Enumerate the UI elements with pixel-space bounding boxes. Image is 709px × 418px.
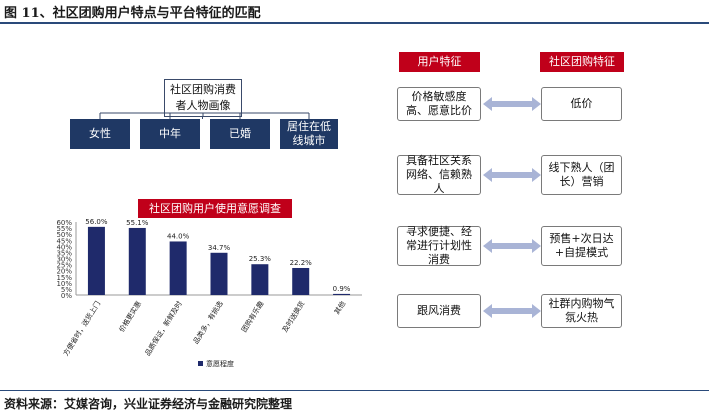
y-tick-label: 0% [61,292,72,300]
bar [251,264,269,295]
bar [128,227,146,295]
double-arrow-icon [483,97,541,111]
legend-label: 意愿程度 [206,359,234,368]
tree-stem [202,117,203,119]
top-rule [0,22,709,24]
bar [292,267,310,295]
y-tick-label: 60% [56,219,72,227]
persona-leaf-middle-aged: 中年 [140,119,200,149]
bottom-rule [0,390,709,391]
bar [210,252,228,295]
double-arrow-icon [483,239,541,253]
data-label: 22.2% [290,259,313,267]
y-tick-label: 10% [56,280,72,288]
bar [333,293,351,295]
bar [169,241,187,295]
y-tick-label: 50% [56,231,72,239]
platform-features-header: 社区团购特征 [540,52,624,72]
y-tick-label: 20% [56,268,72,276]
y-tick-label: 40% [56,243,72,251]
y-tick-label: 15% [56,274,72,282]
data-label: 55.1% [126,219,149,227]
user-feature-herd: 跟风消费 [397,294,481,328]
data-label: 56.0% [85,218,108,226]
category-label: 品类多，有挑选 [191,299,225,345]
platform-feature-price: 低价 [541,87,622,121]
data-label: 0.9% [333,285,351,293]
category-label: 及时送换货 [280,299,306,333]
data-label: 25.3% [249,255,272,263]
survey-banner: 社区团购用户使用意愿调查 [138,199,292,218]
platform-feature-leader: 线下熟人（团长）营销 [541,155,622,195]
y-tick-label: 55% [56,225,72,233]
y-tick-label: 25% [56,262,72,270]
category-label: 价格更实惠 [117,299,143,333]
persona-leaf-female: 女性 [70,119,130,149]
platform-feature-community: 社群内购物气氛火热 [541,294,622,328]
source-note: 资料来源：艾媒咨询，兴业证券经济与金融研究院整理 [4,397,293,411]
persona-root-box: 社区团购消费者人物画像 [164,79,242,117]
persona-leaf-married: 已婚 [210,119,270,149]
y-tick-label: 5% [61,286,72,294]
data-label: 34.7% [208,244,231,252]
bar [87,226,105,295]
category-label: 方便省时，送货上门 [61,299,102,357]
user-feature-convenience: 寻求便捷、经常进行计划性消费 [397,225,481,266]
user-feature-network: 具备社区关系网络、信赖熟人 [397,154,481,195]
legend-swatch [198,361,203,366]
category-label: 团购有乐趣 [239,299,265,333]
figure-title: 图 11、社区团购用户特点与平台特征的匹配 [4,6,261,21]
y-tick-label: 35% [56,249,72,257]
double-arrow-icon [483,304,541,318]
category-label: 品质保证，新鲜及时 [143,299,184,357]
persona-leaf-low-tier-city: 居住在低线城市 [280,119,338,149]
user-features-header: 用户特征 [399,52,480,72]
user-feature-price: 价格敏感度高、愿意比价 [397,87,481,121]
data-label: 44.0% [167,232,190,240]
category-label: 其他 [332,299,347,316]
y-tick-label: 30% [56,256,72,264]
double-arrow-icon [483,168,541,182]
survey-bar-chart: 0%5%10%15%20%25%30%35%40%45%50%55%60% 56.… [56,218,362,368]
platform-feature-presale: 预售+次日达+自提模式 [541,226,622,266]
y-tick-label: 45% [56,237,72,245]
